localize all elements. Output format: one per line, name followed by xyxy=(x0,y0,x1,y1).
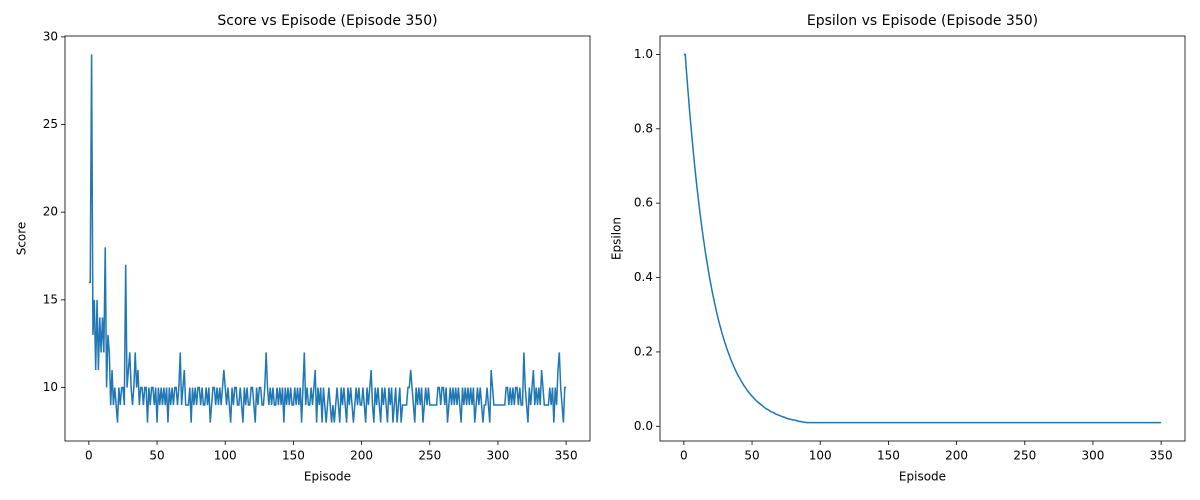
y-tick-label: 0.6 xyxy=(634,196,653,210)
x-tick-label: 150 xyxy=(877,449,900,463)
x-tick-label: 150 xyxy=(282,449,305,463)
x-tick-label: 300 xyxy=(487,449,510,463)
y-tick-label: 10 xyxy=(43,380,58,394)
x-tick-label: 350 xyxy=(555,449,578,463)
x-tick-label: 0 xyxy=(680,449,688,463)
x-tick-label: 100 xyxy=(214,449,237,463)
data-line xyxy=(88,54,567,423)
y-tick-label: 30 xyxy=(43,29,58,43)
x-tick-label: 250 xyxy=(1013,449,1036,463)
y-tick-label: 15 xyxy=(43,292,58,306)
y-tick-label: 0.4 xyxy=(634,270,653,284)
x-tick-label: 200 xyxy=(945,449,968,463)
y-axis-label: Epsilon xyxy=(610,217,624,260)
x-tick-label: 350 xyxy=(1150,449,1173,463)
y-tick-label: 25 xyxy=(43,117,58,131)
data-line xyxy=(683,53,1162,424)
x-tick-label: 300 xyxy=(1082,449,1105,463)
chart-title: Epsilon vs Episode (Episode 350) xyxy=(807,13,1038,29)
y-axis-label: Score xyxy=(15,222,29,256)
x-tick-label: 200 xyxy=(350,449,373,463)
x-tick-label: 250 xyxy=(418,449,441,463)
x-tick-label: 50 xyxy=(149,449,164,463)
x-tick-label: 100 xyxy=(809,449,832,463)
y-tick-label: 0.0 xyxy=(634,419,653,433)
plot-frame xyxy=(659,35,1186,442)
y-tick-label: 0.2 xyxy=(634,344,653,358)
y-tick-label: 1.0 xyxy=(634,47,653,61)
x-tick-label: 50 xyxy=(744,449,759,463)
x-axis-label: Episode xyxy=(304,470,351,484)
plot-frame xyxy=(64,35,591,442)
y-tick-label: 20 xyxy=(43,205,58,219)
x-tick-label: 0 xyxy=(85,449,93,463)
x-axis-label: Episode xyxy=(899,470,946,484)
y-tick-label: 0.8 xyxy=(634,121,653,135)
chart-title: Score vs Episode (Episode 350) xyxy=(217,13,437,29)
